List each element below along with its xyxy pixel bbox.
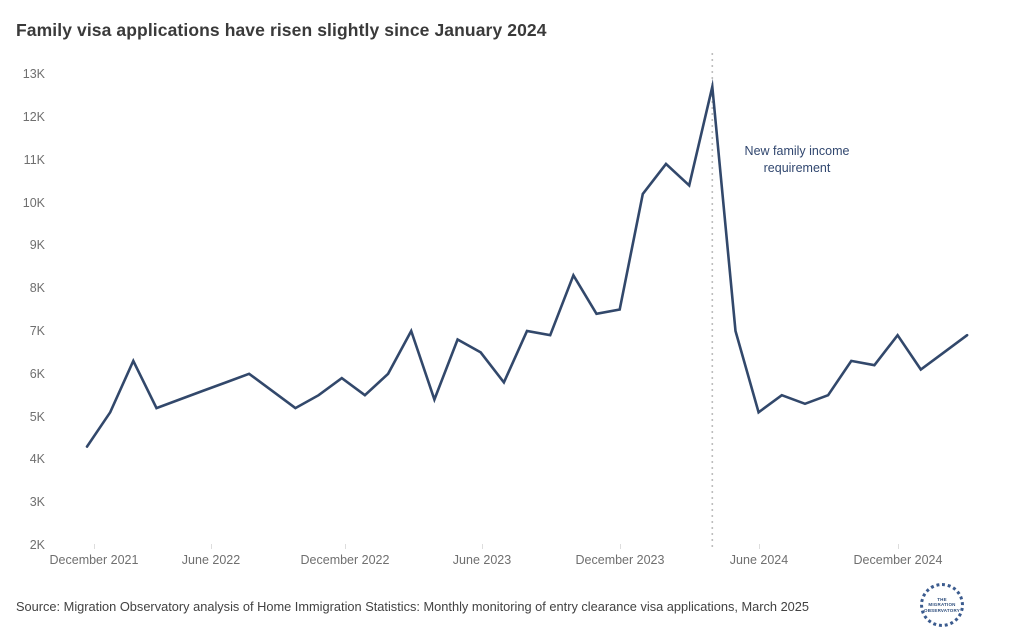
x-axis-tick: [898, 544, 899, 549]
event-annotation-line1: New family income: [744, 144, 850, 158]
x-axis-tick: [759, 544, 760, 549]
x-axis-tick: [94, 544, 95, 549]
chart-title: Family visa applications have risen slig…: [16, 20, 547, 40]
y-axis-label: 9K: [29, 238, 45, 253]
y-axis-label: 10K: [22, 195, 45, 210]
x-axis-tick: [620, 544, 621, 549]
x-axis-label: June 2023: [452, 553, 512, 567]
y-axis-label: 3K: [29, 495, 45, 510]
y-axis-label: 6K: [29, 366, 45, 381]
event-annotation-line2: requirement: [763, 160, 831, 175]
source-note: Source: Migration Observatory analysis o…: [16, 599, 810, 614]
visa-applications-line: [85, 78, 969, 448]
x-axis-label: June 2022: [181, 553, 241, 567]
x-axis-label: December 2023: [575, 553, 665, 567]
x-axis-label: December 2021: [49, 553, 139, 567]
y-axis-label: 13K: [22, 67, 45, 81]
y-axis-label: 4K: [29, 452, 45, 467]
y-axis-label: 12K: [22, 109, 45, 124]
y-axis-label: 7K: [29, 324, 45, 338]
x-axis-tick: [482, 544, 483, 549]
x-axis-label: December 2022: [300, 553, 390, 567]
y-axis-label: 2K: [29, 538, 45, 553]
y-axis-label: 11K: [23, 152, 45, 167]
y-axis-label: 5K: [29, 409, 45, 424]
event-annotation: New family income requirement: [712, 143, 882, 176]
migration-observatory-logo-text: THE MIGRATION OBSERVATORY: [924, 596, 960, 613]
migration-observatory-logo: THE MIGRATION OBSERVATORY: [920, 583, 964, 627]
x-axis-tick: [211, 544, 212, 549]
y-axis-label: 8K: [29, 281, 45, 296]
x-axis-label: December 2024: [853, 553, 943, 567]
x-axis-label: June 2024: [729, 553, 789, 567]
x-axis-tick: [345, 544, 346, 549]
